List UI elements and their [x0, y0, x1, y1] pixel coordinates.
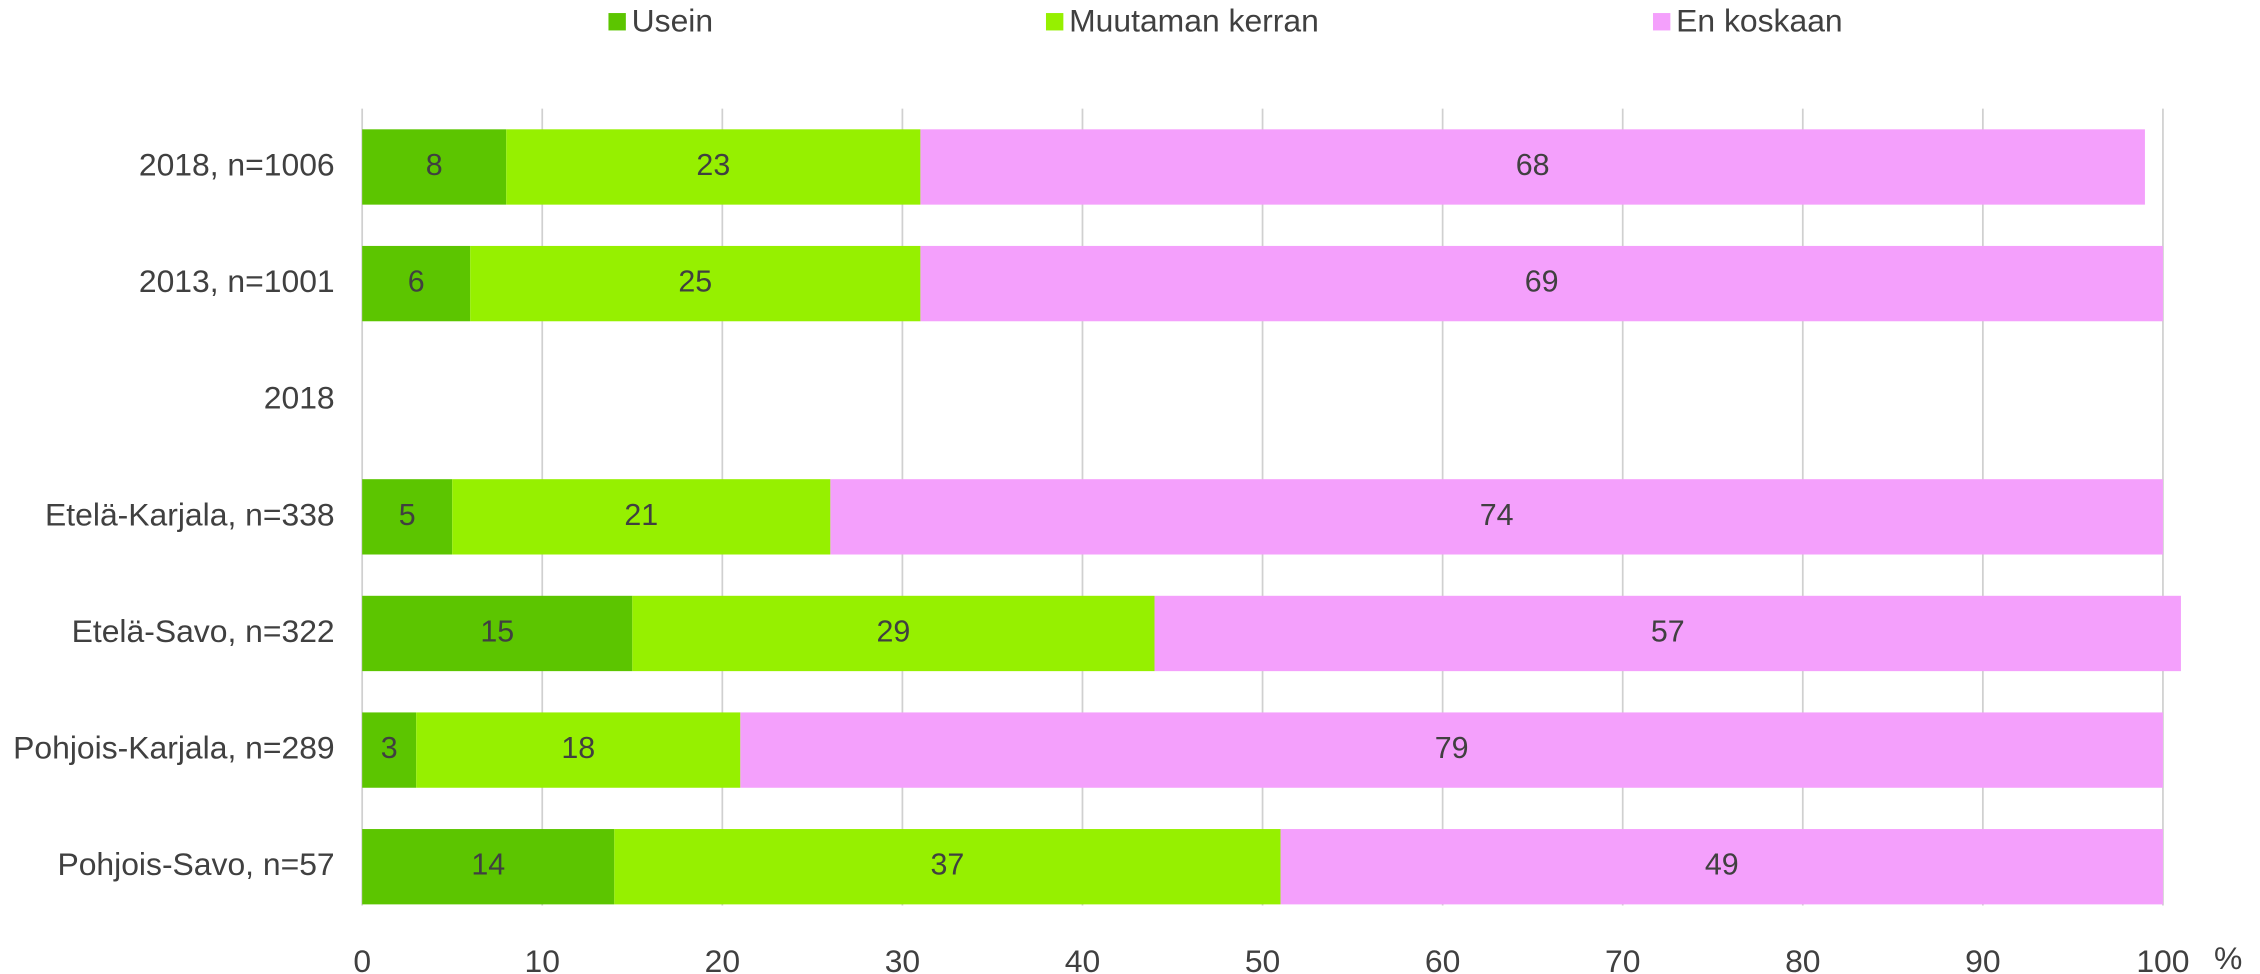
bar-segment: [506, 129, 921, 205]
x-tick-label: 70: [1605, 943, 1640, 974]
bar-segment: [416, 712, 741, 788]
bar-segment: [1154, 595, 2181, 672]
legend-label: Muutaman kerran: [1069, 3, 1319, 39]
y-tick-label: Etelä-Savo, n=322: [72, 613, 335, 649]
x-tick-label: 80: [1785, 943, 1820, 974]
y-tick-label: Pohjois-Savo, n=57: [57, 846, 334, 882]
x-tick-label: 60: [1425, 943, 1460, 974]
bar-segment: [632, 595, 1155, 672]
data-label: 25: [678, 265, 712, 299]
data-label: 29: [876, 614, 910, 648]
y-tick-label: 2013, n=1001: [139, 263, 335, 299]
legend-label: En koskaan: [1676, 3, 1842, 39]
bar-segment: [362, 479, 453, 555]
data-label: 15: [480, 614, 514, 648]
bar-segment: [740, 712, 2163, 788]
data-label: 74: [1480, 498, 1514, 532]
data-label: 49: [1705, 848, 1739, 882]
legend-swatch: [1652, 13, 1671, 31]
data-label: 3: [381, 731, 398, 765]
bar-segment: [362, 595, 633, 672]
bar-segment: [830, 479, 2163, 555]
bar-segment: [452, 479, 831, 555]
bar-segment: [1280, 829, 2163, 905]
legend-swatch: [1045, 13, 1064, 31]
y-tick-label: 2018, n=1006: [139, 146, 335, 182]
data-label: 79: [1435, 731, 1469, 765]
bar-segment: [362, 829, 615, 905]
data-label: 6: [408, 265, 425, 299]
x-axis-label: %: [2214, 940, 2242, 974]
y-tick-label: Pohjois-Karjala, n=289: [13, 730, 334, 766]
x-tick-label: 0: [353, 943, 371, 974]
data-label: 57: [1651, 614, 1685, 648]
data-label: 21: [624, 498, 658, 532]
bar-segment: [362, 245, 471, 322]
y-tick-label: Etelä-Karjala, n=338: [45, 496, 335, 532]
data-label: 23: [696, 148, 730, 182]
x-tick-label: 30: [885, 943, 920, 974]
data-label: 69: [1525, 265, 1559, 299]
bar-segment: [362, 129, 507, 205]
data-label: 5: [399, 498, 416, 532]
bar-segment: [362, 712, 417, 788]
data-label: 37: [931, 848, 965, 882]
bar-segment: [614, 829, 1281, 905]
x-tick-label: 40: [1065, 943, 1100, 974]
x-tick-label: 100: [2136, 943, 2189, 974]
x-tick-label: 20: [705, 943, 740, 974]
data-label: 8: [426, 148, 443, 182]
x-tick-label: 90: [1965, 943, 2000, 974]
y-tick-label: 2018: [264, 380, 335, 416]
bar-segment: [470, 245, 921, 322]
data-label: 18: [561, 731, 595, 765]
legend-label: Usein: [632, 3, 713, 39]
legend-swatch: [608, 13, 626, 31]
data-label: 68: [1516, 148, 1550, 182]
x-tick-label: 10: [525, 943, 560, 974]
x-tick-label: 50: [1245, 943, 1280, 974]
bar-segment: [920, 245, 2163, 322]
bar-segment: [920, 129, 2145, 205]
data-label: 14: [471, 848, 505, 882]
